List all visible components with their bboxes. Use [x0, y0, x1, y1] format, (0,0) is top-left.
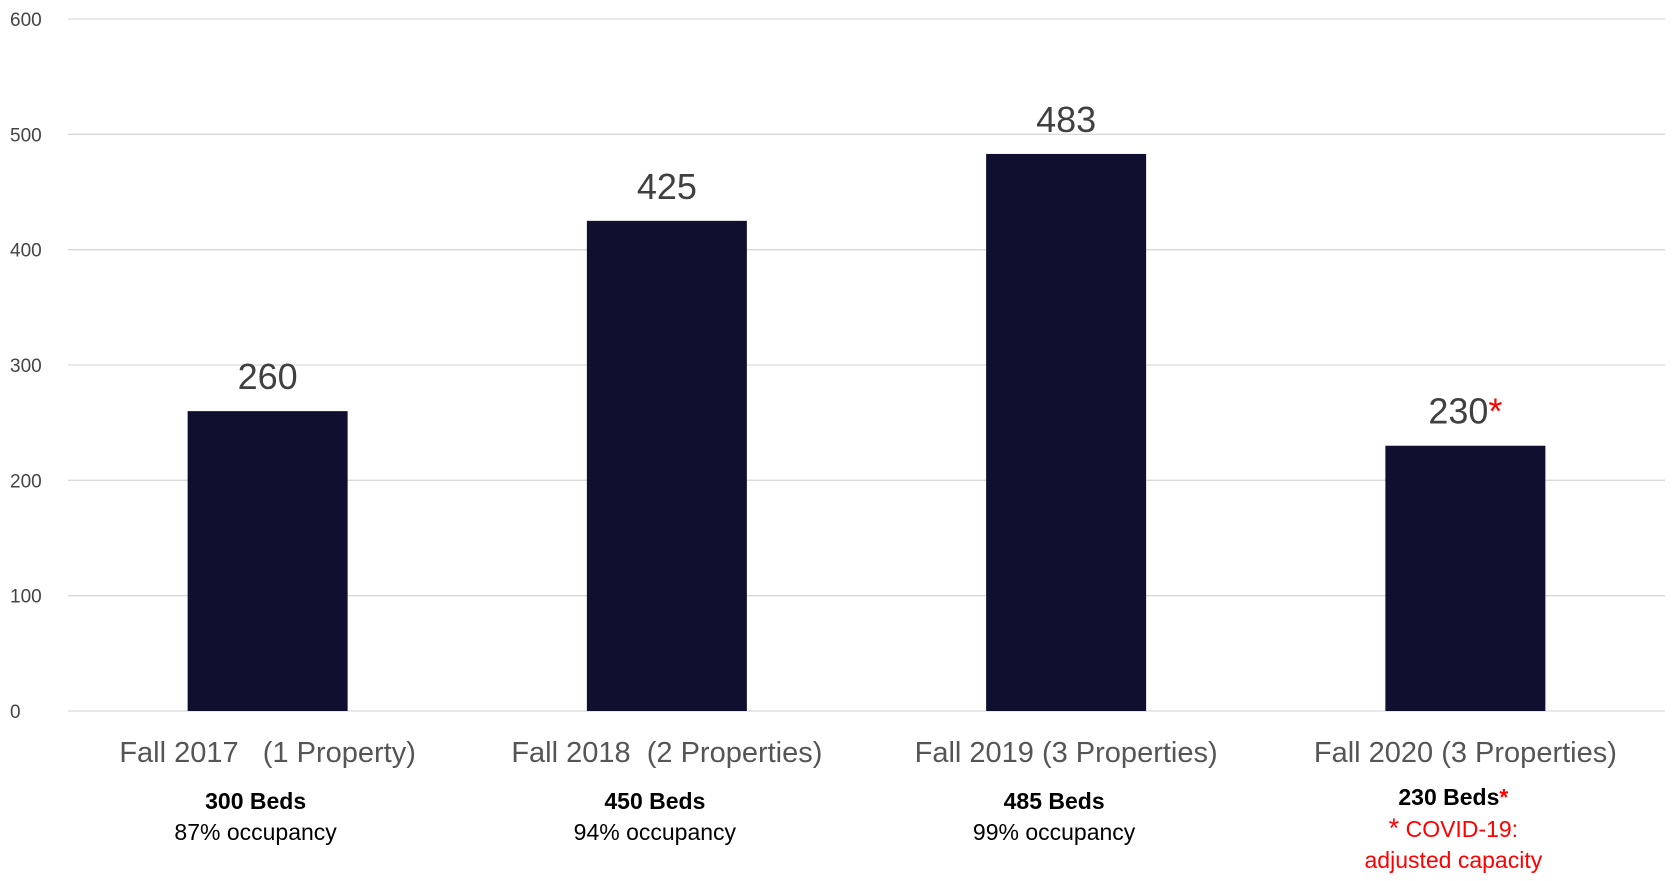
y-tick-label-0: 0: [10, 702, 21, 723]
data-label-1: 260: [238, 356, 298, 397]
beds-count-text: 485 Beds: [1003, 788, 1105, 814]
category-note-2: 450 Beds 94% occupancy: [475, 786, 835, 848]
note-text: 94% occupancy: [573, 819, 737, 845]
data-label-4: 230*: [1428, 391, 1502, 432]
y-tick-label-500: 500: [10, 125, 42, 146]
category-note-3: 485 Beds 99% occupancy: [874, 786, 1234, 848]
data-label-marker: *: [1488, 391, 1502, 432]
occupancy-text: 94% occupancy: [475, 817, 835, 848]
note-text: adjusted capacity: [1364, 847, 1543, 873]
bar-3: [986, 153, 1147, 711]
data-label-2: 425: [637, 166, 697, 207]
footnote-line: * COVID-19:: [1273, 813, 1633, 845]
beds-count-text: 450 Beds: [604, 788, 706, 814]
y-tick-label-100: 100: [10, 587, 42, 608]
x-tick-label-2: Fall 2018 (2 Properties): [511, 737, 822, 769]
category-note-4: 230 Beds* * COVID-19: adjusted capacity: [1273, 782, 1633, 876]
y-tick-label-400: 400: [10, 241, 42, 262]
y-tick-label-200: 200: [10, 471, 42, 492]
y-tick-label-600: 600: [10, 10, 42, 31]
x-tick-label-3: Fall 2019 (3 Properties): [915, 737, 1218, 769]
occupancy-text: 87% occupancy: [76, 817, 436, 848]
note-text: COVID-19:: [1405, 816, 1519, 842]
note-text: 99% occupancy: [972, 819, 1136, 845]
beds-count-text: 230 Beds: [1398, 784, 1500, 810]
beds-count: 230 Beds*: [1273, 782, 1633, 813]
bar-1: [187, 411, 348, 711]
footnote-line: adjusted capacity: [1273, 845, 1633, 876]
category-note-1: 300 Beds 87% occupancy: [76, 786, 436, 848]
y-tick-label-300: 300: [10, 356, 42, 377]
x-tick-label-1: Fall 2017 (1 Property): [119, 737, 416, 769]
beds-count: 485 Beds: [874, 786, 1234, 817]
beds-marker: *: [1499, 784, 1509, 810]
bar-4: [1385, 445, 1546, 711]
footnote-marker: *: [1388, 813, 1400, 843]
x-tick-label-4: Fall 2020 (3 Properties): [1314, 737, 1617, 769]
data-label-3: 483: [1036, 99, 1096, 140]
beds-count: 450 Beds: [475, 786, 835, 817]
beds-count-text: 300 Beds: [205, 788, 307, 814]
note-text: 87% occupancy: [174, 819, 337, 845]
occupancy-text: 99% occupancy: [874, 817, 1234, 848]
beds-count: 300 Beds: [76, 786, 436, 817]
bar-2: [586, 220, 747, 712]
